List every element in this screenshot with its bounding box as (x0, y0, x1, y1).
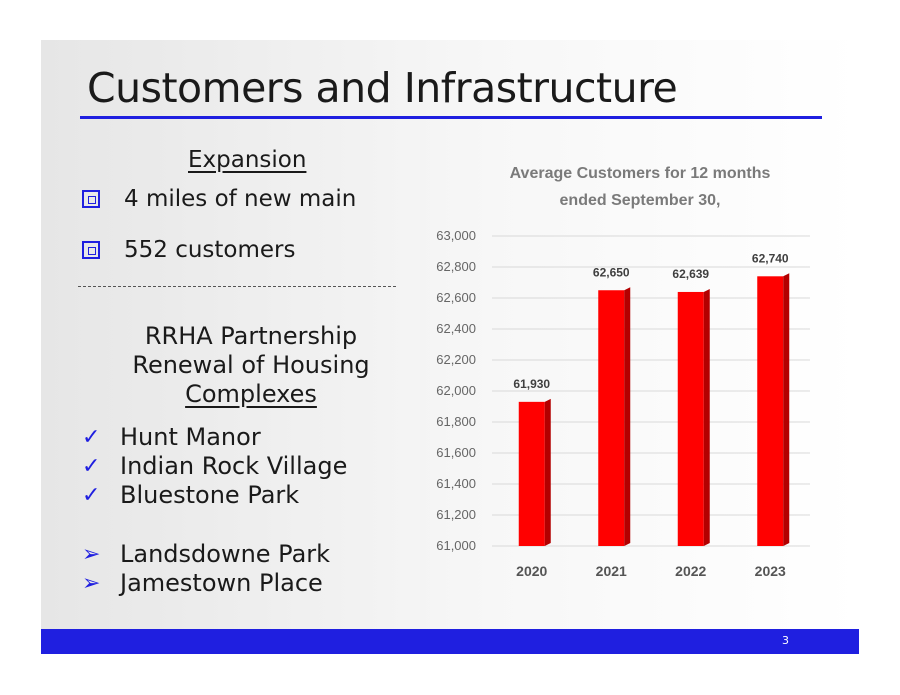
checkmark-icon: ✓ (82, 424, 101, 450)
data-label: 62,650 (593, 265, 630, 279)
x-tick-label: 2020 (516, 563, 547, 579)
checkbox-bullet-icon (82, 190, 100, 208)
y-tick-label: 62,400 (436, 321, 476, 336)
expansion-item: 552 customers (82, 237, 296, 263)
expansion-item-label: 552 customers (124, 237, 296, 263)
completed-item: ✓ Bluestone Park (82, 481, 299, 509)
footer-bar (41, 629, 859, 654)
slide-background (41, 40, 859, 654)
page-number: 3 (782, 634, 789, 647)
completed-item: ✓ Indian Rock Village (82, 452, 347, 480)
completed-item-label: Bluestone Park (120, 481, 300, 509)
rrha-line: Complexes (185, 380, 317, 408)
arrow-bullet-icon: ➢ (82, 541, 101, 567)
y-tick-label: 61,800 (436, 414, 476, 429)
y-tick-label: 62,000 (436, 383, 476, 398)
upcoming-item-label: Jamestown Place (120, 569, 323, 597)
bar (518, 401, 545, 546)
data-label: 62,639 (672, 267, 709, 281)
expansion-item: 4 miles of new main (82, 186, 356, 212)
bar-side (544, 398, 551, 546)
data-label: 61,930 (513, 377, 550, 391)
rrha-line: Renewal of Housing (132, 351, 370, 379)
rrha-line: RRHA Partnership (144, 322, 358, 350)
y-tick-label: 62,600 (436, 290, 476, 305)
chart-title-line: Average Customers for 12 months (509, 165, 771, 182)
checkbox-bullet-icon (82, 241, 100, 259)
y-tick-label: 61,400 (436, 476, 476, 491)
arrow-bullet-icon: ➢ (82, 570, 101, 596)
expansion-item-label: 4 miles of new main (124, 186, 357, 212)
slide-title: Customers and Infrastructure (87, 64, 678, 112)
x-tick-label: 2022 (675, 563, 706, 579)
chart-title-line: ended September 30, (559, 192, 721, 209)
y-tick-label: 61,000 (436, 538, 476, 553)
y-tick-label: 62,800 (436, 259, 476, 274)
checkmark-icon: ✓ (82, 453, 101, 479)
y-tick-label: 63,000 (436, 228, 476, 243)
upcoming-item: ➢ Landsdowne Park (82, 540, 330, 568)
bar-side (703, 288, 710, 546)
completed-item: ✓ Hunt Manor (82, 423, 261, 451)
y-tick-label: 62,200 (436, 352, 476, 367)
checkmark-icon: ✓ (82, 482, 101, 508)
bar (677, 291, 704, 546)
chart-title: Average Customers for 12 months ended Se… (470, 160, 810, 214)
title-underline (80, 116, 822, 119)
bar-side (624, 287, 631, 546)
rrha-heading: RRHA Partnership Renewal of Housing Comp… (96, 322, 406, 409)
upcoming-item-label: Landsdowne Park (120, 540, 331, 568)
completed-item-label: Hunt Manor (120, 423, 261, 451)
data-label: 62,740 (752, 251, 789, 265)
section-divider (78, 286, 396, 287)
bar-chart: 61,000 61,200 61,400 61,600 61,800 62,000 62,2… (436, 228, 810, 579)
x-tick-label: 2021 (596, 563, 627, 579)
bar (598, 290, 625, 546)
completed-item-label: Indian Rock Village (120, 452, 348, 480)
bar (757, 276, 784, 546)
y-tick-label: 61,200 (436, 507, 476, 522)
y-tick-label: 61,600 (436, 445, 476, 460)
x-tick-label: 2023 (755, 563, 786, 579)
upcoming-item: ➢ Jamestown Place (82, 569, 323, 597)
expansion-heading: Expansion (188, 147, 307, 173)
bar-side (783, 273, 790, 546)
